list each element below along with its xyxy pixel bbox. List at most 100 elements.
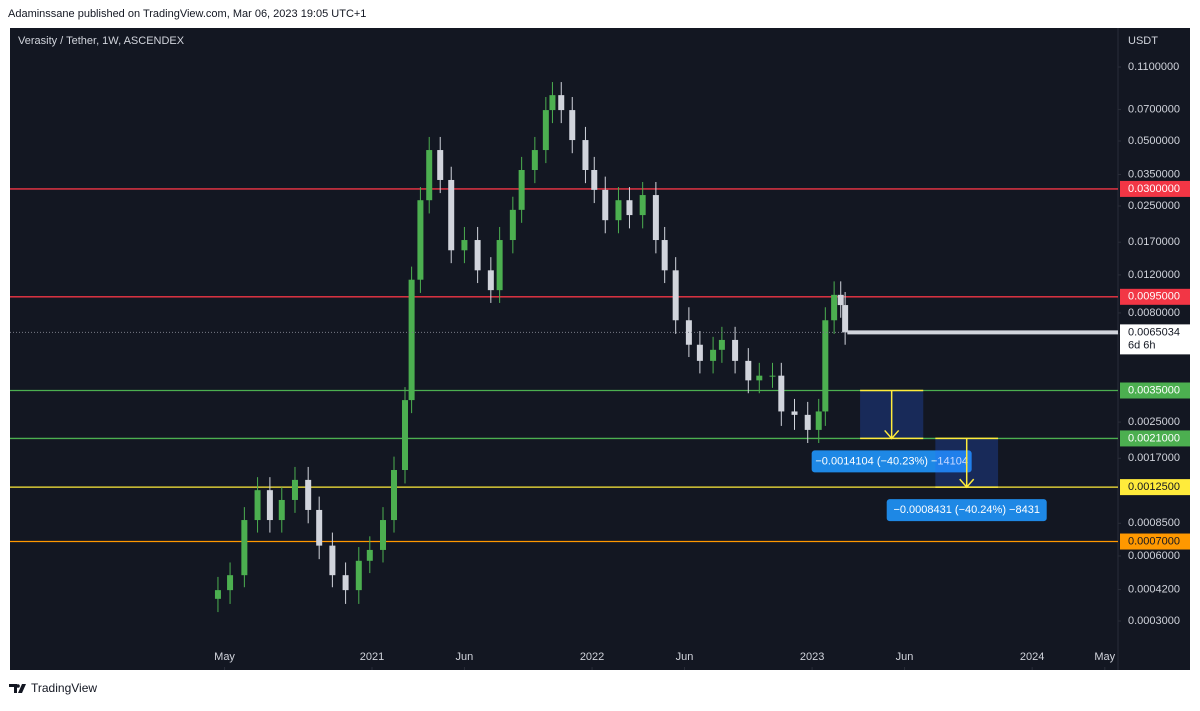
- y-tick-label: 0.0008500: [1128, 517, 1180, 529]
- level-label: 0.0035000: [1128, 384, 1180, 396]
- candle-body: [437, 150, 444, 180]
- candle-body: [402, 400, 409, 471]
- candle-body: [710, 349, 717, 361]
- x-tick-label: Jun: [896, 651, 914, 663]
- measure-label-box: [886, 499, 1047, 522]
- tradingview-logo: [9, 684, 26, 693]
- brand-name: TradingView: [31, 681, 97, 695]
- y-tick-label: 0.0170000: [1128, 236, 1180, 248]
- candle-body: [718, 339, 725, 350]
- y-tick-label: 0.0250000: [1128, 200, 1180, 212]
- candle-body: [558, 95, 565, 111]
- measure-arrowhead: [959, 478, 975, 489]
- level-label: 0.0012500: [1128, 481, 1180, 493]
- candle-body: [569, 110, 576, 141]
- candle-body: [227, 575, 234, 591]
- candle-body: [278, 499, 285, 521]
- y-tick-label: 0.0500000: [1128, 135, 1180, 147]
- current-price-box: [1120, 324, 1190, 355]
- y-tick-label: 0.0350000: [1128, 168, 1180, 180]
- x-tick-label: 2023: [800, 651, 824, 663]
- x-tick-label: May: [1094, 651, 1115, 663]
- currency-label: USDT: [1128, 35, 1158, 47]
- candle-body: [591, 170, 598, 190]
- y-tick-label: 0.0120000: [1128, 269, 1180, 281]
- y-tick-label: 0.0006000: [1128, 550, 1180, 562]
- x-tick-label: 2021: [360, 651, 384, 663]
- candle-body: [822, 320, 829, 412]
- current-price-label: 0.0065034: [1128, 326, 1180, 338]
- level-label: 0.0021000: [1128, 432, 1180, 444]
- candle-body: [615, 200, 622, 221]
- candle-body: [549, 95, 556, 111]
- x-tick-label: 2022: [580, 651, 604, 663]
- level-label: 0.0007000: [1128, 535, 1180, 547]
- measure-label: −0.0014104 (−40.23%) −14104: [815, 455, 968, 467]
- candle-body: [837, 294, 844, 306]
- chart-background: [10, 28, 1190, 670]
- candle-body: [417, 200, 424, 280]
- candle-body: [672, 270, 679, 321]
- y-tick-label: 0.0080000: [1128, 307, 1180, 319]
- level-label-box: [1120, 430, 1190, 447]
- candle-body: [266, 490, 273, 521]
- y-tick-label: 0.0017000: [1128, 452, 1180, 464]
- candle-body: [241, 520, 248, 576]
- candle-body: [804, 414, 811, 430]
- candle-body: [496, 240, 503, 291]
- measure-label-box: [811, 450, 972, 473]
- candle-body: [391, 470, 398, 521]
- candle-body: [448, 179, 455, 251]
- candle-body: [652, 195, 659, 241]
- level-label-box: [1120, 479, 1190, 496]
- level-label-box: [1120, 288, 1190, 305]
- x-tick-label: May: [214, 651, 235, 663]
- candle-body: [461, 240, 468, 251]
- candle-body: [745, 360, 752, 381]
- candle-body: [769, 375, 776, 377]
- candle-body: [316, 509, 323, 546]
- candle-body: [426, 150, 433, 201]
- level-label: 0.0300000: [1128, 183, 1180, 195]
- candle-body: [815, 411, 822, 430]
- candle-body: [531, 150, 538, 171]
- candle-body: [366, 549, 373, 561]
- y-tick-label: 0.0700000: [1128, 103, 1180, 115]
- candle-body: [305, 479, 312, 510]
- candle-body: [291, 479, 298, 500]
- x-tick-label: Jun: [456, 651, 474, 663]
- candle-body: [254, 490, 261, 521]
- candle-body: [732, 339, 739, 361]
- measure-label: −0.0008431 (−40.24%) −8431: [893, 504, 1040, 516]
- candle-body: [778, 375, 785, 412]
- candle-body: [474, 240, 481, 271]
- candle-body: [487, 270, 494, 291]
- x-tick-label: Jun: [676, 651, 694, 663]
- candle-body: [355, 560, 362, 591]
- published-line: Adaminssane published on TradingView.com…: [8, 8, 366, 20]
- candle-body: [518, 170, 525, 210]
- symbol-title: Verasity / Tether, 1W, ASCENDEX: [18, 35, 185, 47]
- level-label: 0.0095000: [1128, 291, 1180, 303]
- bar-countdown: 6d 6h: [1128, 339, 1156, 351]
- candle-body: [542, 110, 549, 151]
- level-label-box: [1120, 180, 1190, 197]
- candle-body: [329, 545, 336, 576]
- candle-body: [831, 294, 838, 321]
- level-label-box: [1120, 533, 1190, 550]
- candle-body: [756, 375, 763, 381]
- candle-body: [582, 140, 589, 171]
- level-label-box: [1120, 382, 1190, 399]
- candle-body: [639, 195, 646, 216]
- candle-body: [602, 189, 609, 221]
- candle-body: [380, 520, 387, 550]
- y-tick-label: 0.1100000: [1128, 61, 1179, 73]
- y-tick-label: 0.0025000: [1128, 416, 1180, 428]
- candle-body: [408, 279, 415, 401]
- candle-body: [842, 305, 849, 333]
- candle-body: [696, 344, 703, 361]
- y-tick-label: 0.0004200: [1128, 583, 1180, 595]
- candle-body: [791, 411, 798, 415]
